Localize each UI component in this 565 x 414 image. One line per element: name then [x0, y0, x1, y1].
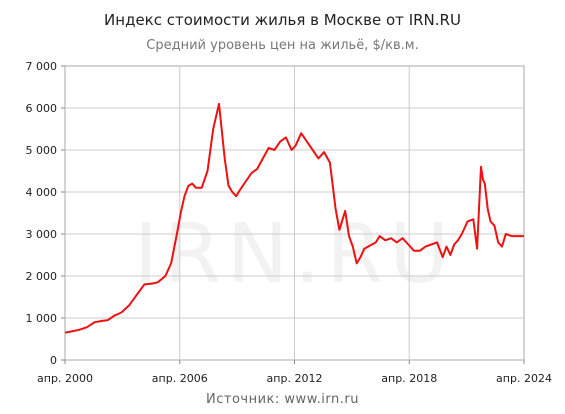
y-tick-label: 0	[50, 354, 57, 367]
x-tick-label: апр. 2006	[152, 372, 208, 385]
grid	[65, 66, 524, 360]
y-tick-label: 4 000	[26, 186, 58, 199]
x-tick-label: апр. 2000	[37, 372, 93, 385]
y-tick-label: 6 000	[26, 102, 58, 115]
source-caption: Источник: www.irn.ru	[206, 392, 359, 407]
series-line	[64, 102, 524, 334]
x-tick-label: апр. 2018	[381, 372, 437, 385]
y-tick-label: 1 000	[26, 312, 58, 325]
x-tick-label: апр. 2012	[267, 372, 323, 385]
y-tick-label: 3 000	[26, 228, 58, 241]
y-tick-label: 5 000	[26, 144, 58, 157]
axes: 0 1 000 2 000 3 000 4 000 5 000 6 000 7 000 апр.…	[26, 60, 552, 385]
chart-title: Индекс стоимости жилья в Москве от IRN.R…	[104, 11, 461, 29]
y-tick-label: 2 000	[26, 270, 58, 283]
watermark: IRN.RU	[134, 207, 456, 302]
x-tick-label: апр. 2024	[496, 372, 552, 385]
chart-subtitle: Средний уровень цен на жильё, $/кв.м.	[146, 38, 419, 53]
y-tick-label: 7 000	[26, 60, 58, 73]
